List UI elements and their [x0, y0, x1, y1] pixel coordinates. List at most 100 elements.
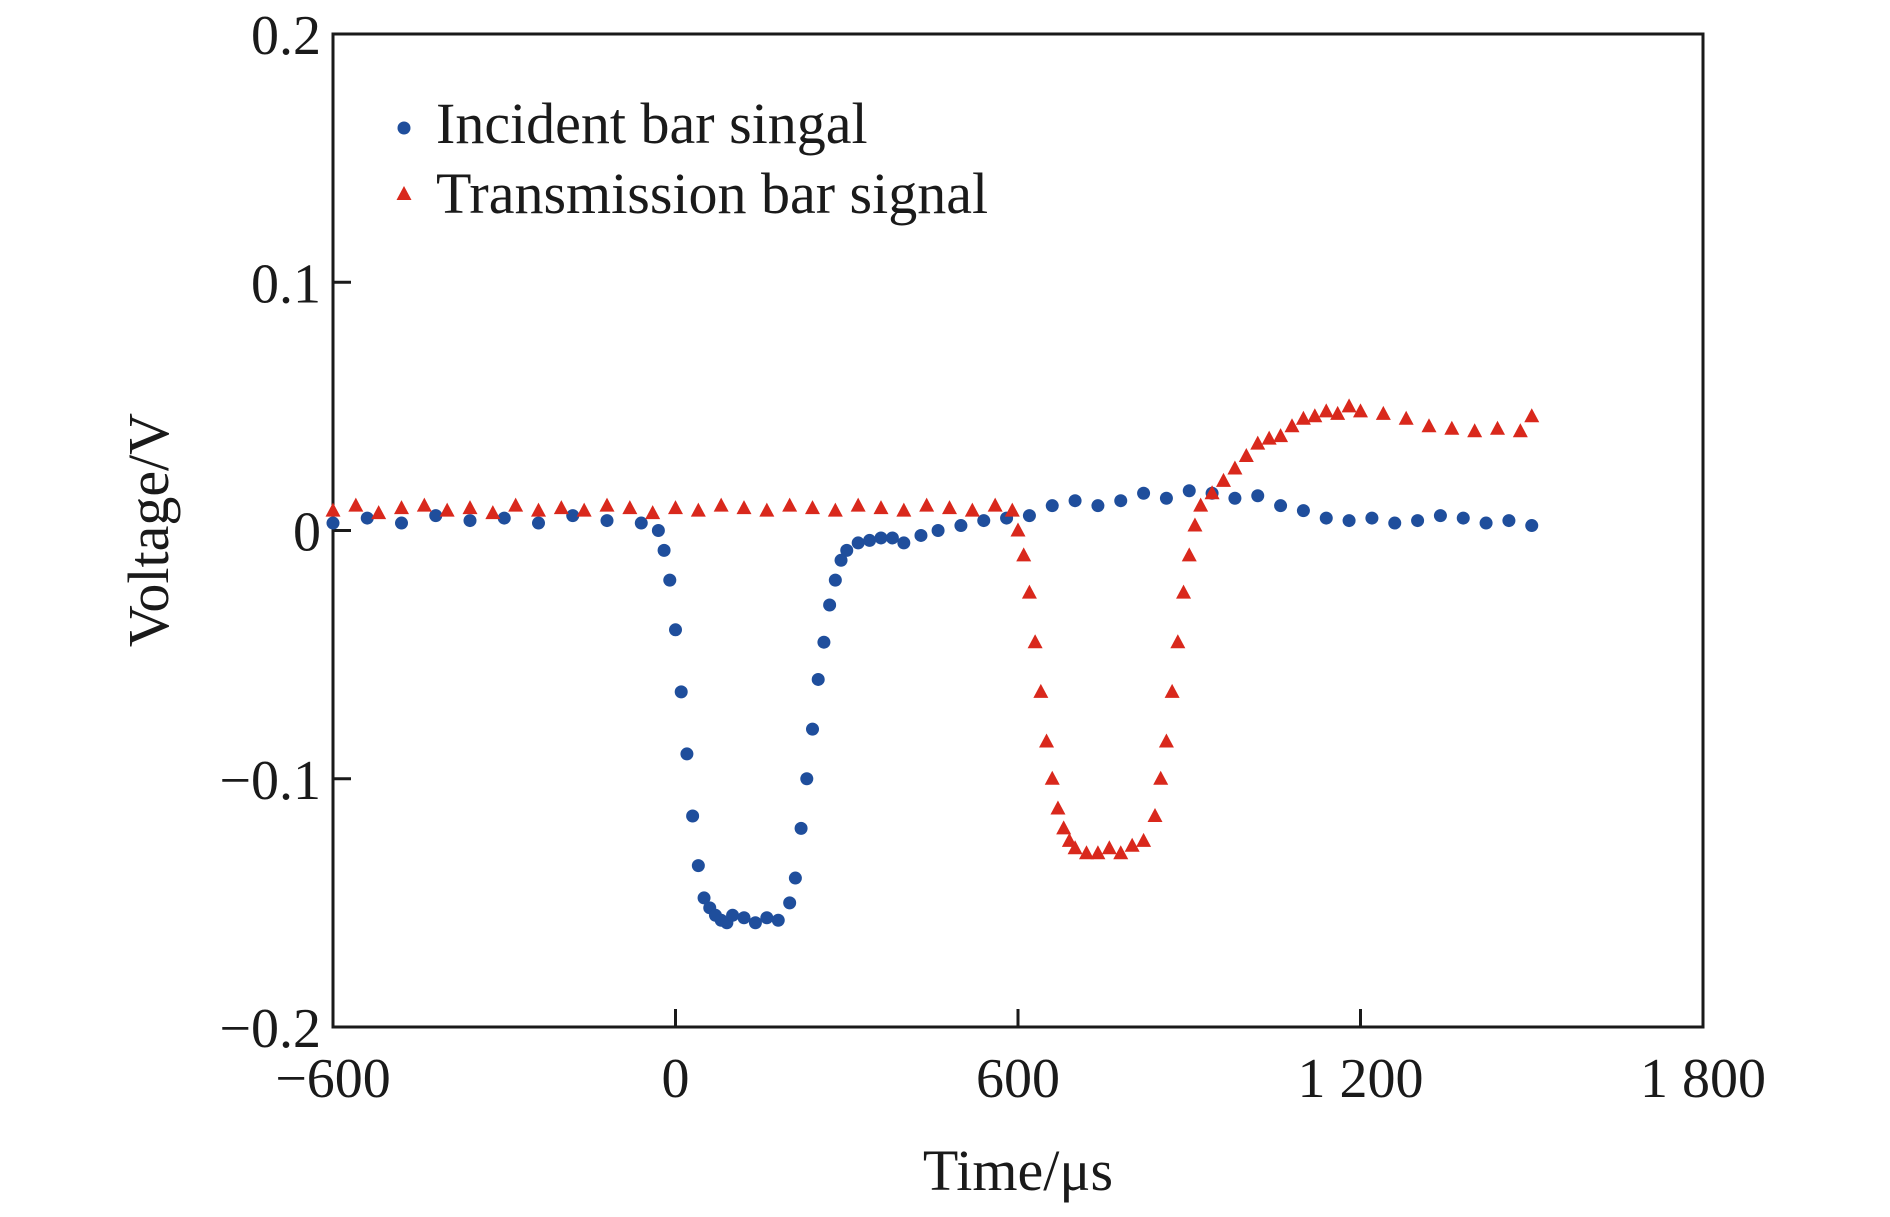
data-point: [760, 911, 774, 925]
data-point: [576, 502, 592, 517]
data-point: [1467, 423, 1483, 438]
data-point: [686, 809, 700, 823]
data-point: [1251, 489, 1265, 503]
data-point: [1101, 840, 1117, 855]
y-tick-label: −0.1: [219, 750, 321, 812]
data-point: [1456, 511, 1470, 525]
data-point: [851, 536, 865, 550]
data-point: [1342, 514, 1356, 528]
data-point: [1090, 845, 1106, 860]
data-point: [1016, 547, 1032, 562]
data-point: [680, 747, 694, 761]
data-point: [805, 500, 820, 515]
x-tick-label: 1 800: [1640, 1048, 1766, 1110]
data-point: [1021, 584, 1037, 599]
data-point: [599, 497, 615, 512]
x-axis: −600 0 600 1 200 1 800: [275, 1009, 1766, 1110]
data-point: [697, 891, 711, 905]
data-point: [828, 573, 842, 587]
data-point: [566, 509, 580, 523]
data-point: [1330, 405, 1346, 420]
data-point: [1050, 800, 1066, 815]
data-point: [371, 505, 387, 520]
data-point: [736, 500, 752, 515]
data-point: [834, 553, 848, 567]
data-point: [1238, 448, 1254, 463]
data-point: [1027, 634, 1043, 649]
series-transmission: [325, 398, 1540, 860]
data-point: [897, 536, 911, 550]
y-tick-label: −0.2: [219, 998, 321, 1060]
data-point: [1044, 770, 1060, 785]
data-point: [462, 500, 478, 515]
data-point: [1502, 514, 1516, 528]
data-point: [954, 519, 968, 533]
data-point: [1307, 408, 1323, 423]
data-point: [885, 531, 899, 545]
data-point: [1114, 494, 1128, 508]
data-point: [1318, 403, 1334, 418]
series-incident: [326, 484, 1539, 930]
data-point: [1341, 398, 1357, 413]
data-point: [811, 672, 825, 686]
data-point: [782, 497, 798, 512]
data-point: [919, 497, 935, 512]
data-point: [360, 511, 374, 525]
data-point: [827, 502, 843, 517]
data-point: [1295, 410, 1311, 425]
data-point: [497, 511, 511, 525]
data-point: [863, 533, 877, 547]
data-point: [1176, 584, 1192, 599]
data-point: [1147, 807, 1163, 822]
data-point: [1250, 435, 1266, 450]
data-point: [1296, 504, 1310, 518]
data-point: [657, 543, 671, 557]
data-point: [771, 913, 785, 927]
data-point: [1187, 517, 1203, 532]
data-point: [531, 502, 546, 517]
data-point: [713, 497, 729, 512]
data-point: [690, 502, 706, 517]
data-point: [873, 500, 889, 515]
x-tick-label: −600: [275, 1048, 391, 1110]
data-point: [429, 509, 443, 523]
data-point: [1137, 486, 1151, 500]
data-point: [800, 772, 814, 786]
data-point: [794, 821, 808, 835]
data-point: [1182, 484, 1196, 498]
data-point: [553, 500, 569, 515]
data-point: [987, 497, 1003, 512]
data-point: [1136, 832, 1152, 847]
data-point: [1512, 423, 1528, 438]
data-point: [1193, 497, 1209, 512]
data-point: [759, 502, 775, 517]
data-point: [1010, 522, 1026, 537]
y-axis: 0.2 0.1 0 −0.1 −0.2: [219, 5, 351, 1060]
data-point: [1274, 499, 1288, 513]
data-point: [823, 598, 837, 612]
data-point: [668, 500, 683, 515]
data-point: [622, 500, 638, 515]
data-point: [1039, 733, 1055, 748]
data-point: [325, 502, 341, 517]
legend-circle-icon: [397, 121, 411, 135]
data-point: [532, 516, 545, 530]
data-point: [1398, 410, 1414, 425]
data-point: [748, 916, 762, 930]
series-layer: [325, 398, 1540, 930]
y-tick-label: 0.1: [251, 253, 321, 315]
data-point: [817, 635, 831, 649]
data-point: [1056, 820, 1072, 835]
data-point: [600, 514, 614, 528]
data-point: [1079, 845, 1094, 860]
data-point: [634, 516, 648, 530]
data-point: [394, 500, 409, 515]
legend-label-transmission: Transmission bar signal: [436, 161, 988, 226]
data-point: [1261, 430, 1277, 445]
data-point: [1004, 502, 1020, 517]
data-point: [914, 528, 928, 542]
data-point: [669, 623, 682, 637]
data-point: [1091, 499, 1105, 513]
data-point: [783, 896, 797, 910]
